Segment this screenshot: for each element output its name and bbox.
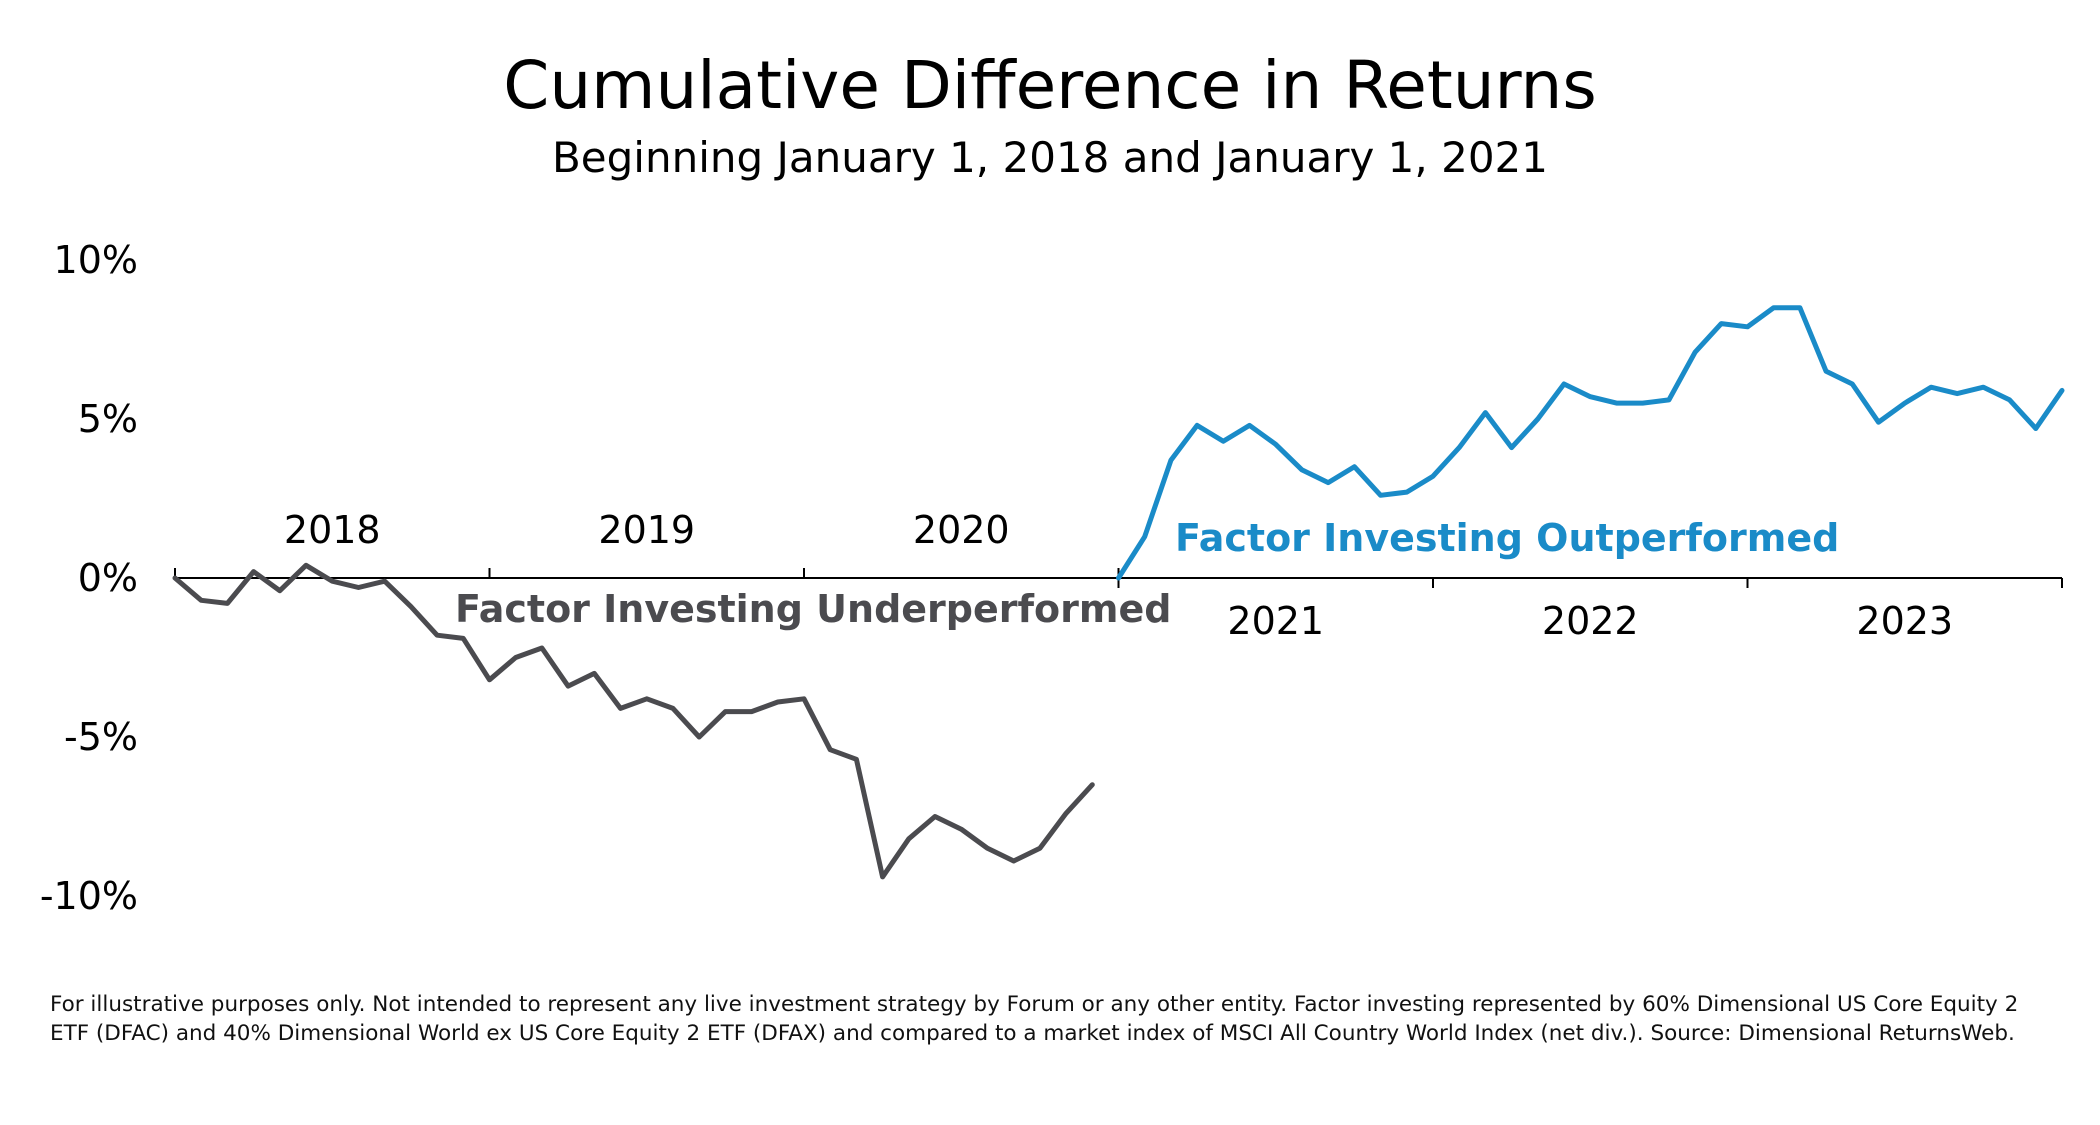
- y-tick-label: -10%: [40, 874, 138, 918]
- year-label: 2021: [1227, 599, 1324, 643]
- year-label: 2018: [284, 508, 381, 552]
- footnote: For illustrative purposes only. Not inte…: [50, 992, 2019, 1046]
- year-label: 2019: [598, 508, 695, 552]
- series-line-2021-2023: [1116, 305, 2065, 581]
- chart-title: Cumulative Difference in Returns: [503, 47, 1596, 124]
- y-tick-label: -5%: [64, 715, 138, 759]
- year-label: 2023: [1856, 599, 1953, 643]
- y-tick-label: 5%: [78, 397, 138, 441]
- year-label: 2022: [1542, 599, 1639, 643]
- y-tick-label: 0%: [78, 556, 138, 600]
- year-labels: 2018 2019 2020 2021 2022 2023: [284, 508, 1953, 643]
- annotation-outperformed: Factor Investing Outperformed: [1175, 516, 1839, 560]
- annotation-underperformed: Factor Investing Underperformed: [455, 587, 1171, 631]
- chart-subtitle: Beginning January 1, 2018 and January 1,…: [552, 133, 1548, 182]
- y-axis-labels: 10% 5% 0% -5% -10%: [40, 238, 138, 918]
- series-line-2018-2020: [172, 562, 1095, 880]
- year-label: 2020: [913, 508, 1010, 552]
- series-lines: [172, 305, 2065, 880]
- y-tick-label: 10%: [54, 238, 138, 282]
